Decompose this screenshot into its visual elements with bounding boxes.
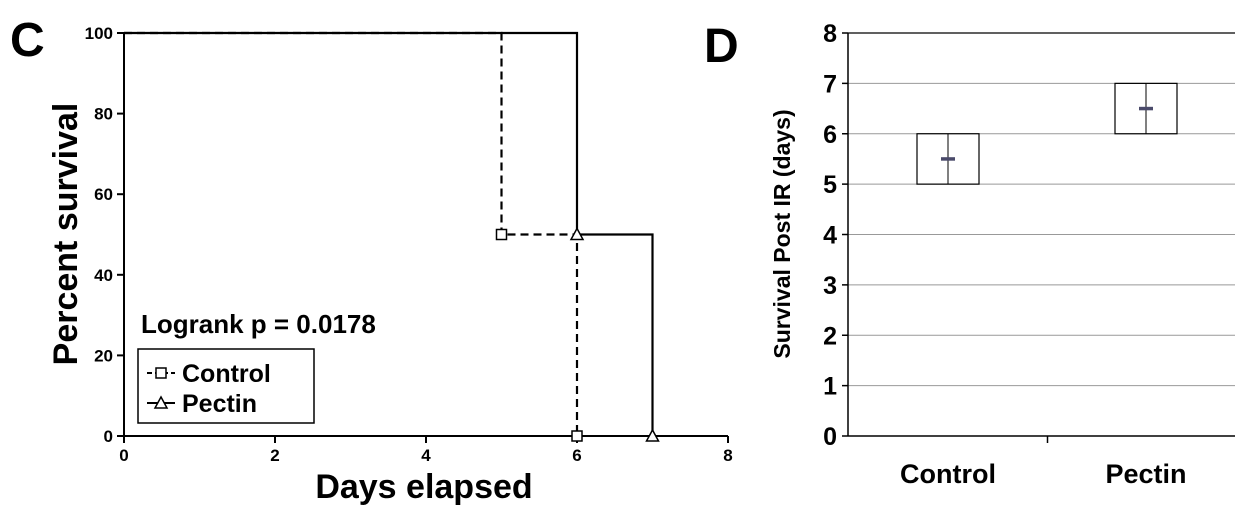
box-y-tick-label: 3 [823,272,837,300]
x-tick-label: 4 [421,446,431,465]
x-tick-label: 2 [270,446,279,465]
panel-d: D 0 1 2 3 4 5 6 7 8 Control Pectin Survival Post I… [704,20,1235,489]
box-y-tick-label: 4 [823,222,837,250]
box-y-tick-label: 7 [823,70,837,98]
y-tick-label: 0 [104,427,113,446]
y-tick-label: 60 [94,185,113,204]
control-marker [571,430,583,442]
logrank-annotation: Logrank p = 0.0178 [141,309,376,339]
box-gridlines [848,32,1235,387]
panel-c: C 0 20 40 60 80 100 0 2 4 6 8 Days elapsed Percent… [10,14,733,506]
pectin-marker [645,428,660,442]
y-axis-label: Percent survival [47,103,85,366]
box-y-tick-label: 5 [823,171,837,199]
legend-marker-pectin [153,395,169,409]
box-y-tick-label: 6 [823,121,837,149]
x-tick-label: 8 [723,446,732,465]
box-y-tick-label: 1 [823,373,837,401]
legend-label-pectin: Pectin [182,390,257,418]
survival-markers [495,226,660,442]
y-tick-label: 40 [94,266,113,285]
x-tick-label: 0 [119,446,128,465]
pectin-marker [569,226,585,241]
box-y-tick-label: 2 [823,322,837,350]
y-tick-label: 80 [94,105,113,124]
category-label-pectin: Pectin [1105,459,1186,489]
control-marker [495,228,508,241]
y-tick-label: 20 [94,346,113,365]
legend-marker-control [155,367,167,379]
box-tick-labels: 0 1 2 3 4 5 6 7 8 Control Pectin [823,20,1186,489]
x-tick-label: 6 [572,446,581,465]
panel-label-d: D [704,20,739,73]
legend-label-control: Control [182,360,271,388]
legend-box [137,348,315,424]
box-plots [916,82,1178,185]
category-label-control: Control [900,459,996,489]
survival-tick-labels: 0 20 40 60 80 100 0 2 4 6 8 [85,24,733,465]
box-y-tick-label: 0 [823,423,837,451]
box-y-axis-label: Survival Post IR (days) [769,109,795,358]
x-axis-label: Days elapsed [315,468,532,506]
panel-label-c: C [10,14,45,67]
box-axes [842,32,1235,443]
y-tick-label: 100 [85,24,113,43]
box-y-tick-label: 8 [823,20,837,48]
